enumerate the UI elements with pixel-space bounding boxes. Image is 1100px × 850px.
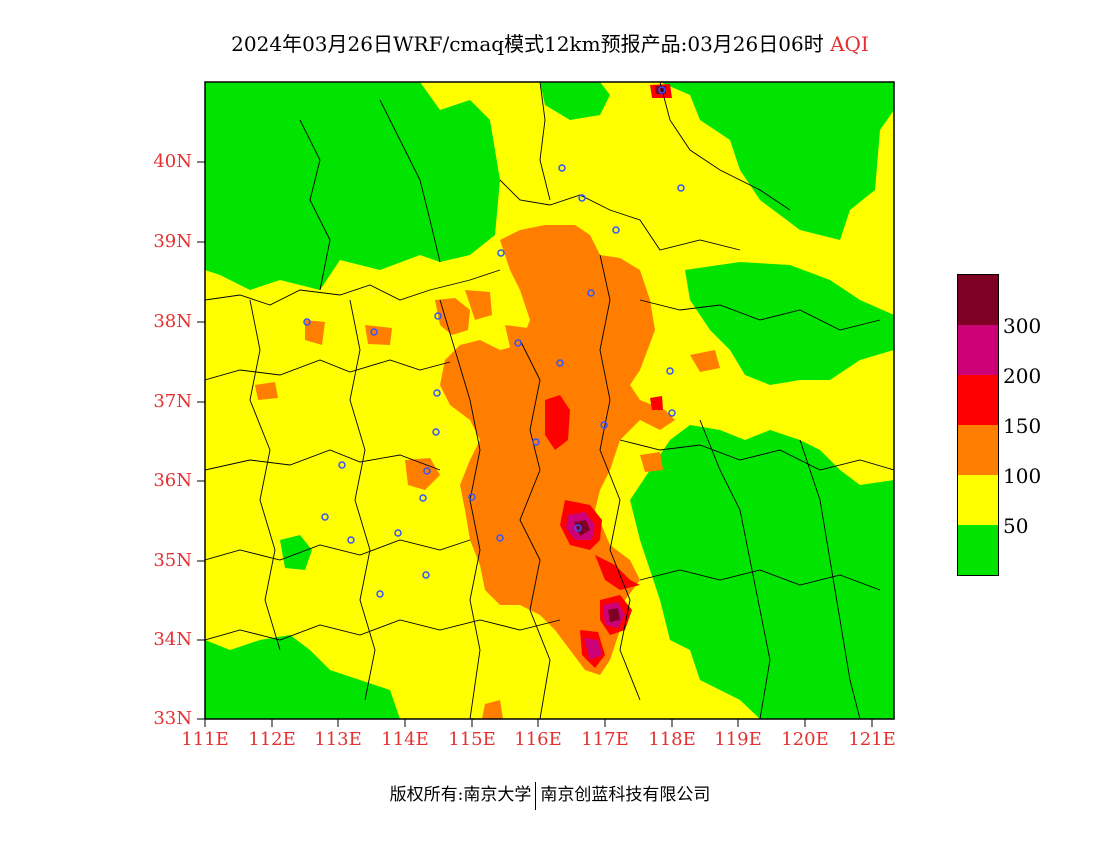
footer-company: 南京创蓝科技有限公司	[540, 785, 711, 805]
lon-label: 117E	[581, 729, 629, 750]
lat-label: 33N	[153, 708, 192, 729]
legend-swatch-moderate	[958, 475, 998, 525]
lat-label: 35N	[153, 550, 192, 571]
aqi-legend	[957, 274, 999, 576]
title-main: 2024年03月26日WRF/cmaq模式12km预报产品:03月26日06时	[231, 32, 824, 56]
legend-swatch-good	[958, 525, 998, 575]
lat-label: 34N	[153, 629, 192, 650]
copyright-footer: 版权所有:南京大学 南京创蓝科技有限公司	[0, 780, 1100, 810]
legend-label: 300	[1003, 314, 1042, 338]
lon-label: 118E	[648, 729, 696, 750]
lon-label: 120E	[781, 729, 829, 750]
legend-label: 150	[1003, 414, 1042, 438]
lat-label: 37N	[153, 391, 192, 412]
title-variable: AQI	[830, 32, 869, 56]
lat-label: 38N	[153, 311, 192, 332]
lat-label: 40N	[153, 151, 192, 172]
field-usg	[255, 225, 720, 719]
lon-label: 113E	[314, 729, 362, 750]
lon-label: 111E	[181, 729, 229, 750]
footer-copyright: 版权所有:南京大学	[389, 785, 532, 805]
axis-ticks	[197, 161, 873, 727]
lat-label: 36N	[153, 470, 192, 491]
legend-swatch-very-unhealthy	[958, 325, 998, 375]
field-good	[205, 82, 894, 719]
map-title: 2024年03月26日WRF/cmaq模式12km预报产品:03月26日06时 …	[0, 28, 1100, 57]
lon-label: 121E	[848, 729, 896, 750]
legend-swatch-usg	[958, 425, 998, 475]
legend-label: 100	[1003, 464, 1042, 488]
legend-label: 200	[1003, 364, 1042, 388]
lat-label: 39N	[153, 231, 192, 252]
legend-swatch-unhealthy	[958, 375, 998, 425]
footer-divider	[535, 781, 537, 810]
plot-frame	[204, 81, 895, 720]
lon-label: 112E	[248, 729, 296, 750]
lon-label: 119E	[714, 729, 762, 750]
lon-label: 114E	[381, 729, 429, 750]
legend-label: 50	[1003, 514, 1029, 538]
lon-label: 116E	[514, 729, 562, 750]
lon-label: 115E	[448, 729, 496, 750]
city-markers	[303, 86, 685, 598]
legend-swatch-hazardous	[958, 275, 998, 325]
admin-boundaries	[205, 82, 894, 719]
